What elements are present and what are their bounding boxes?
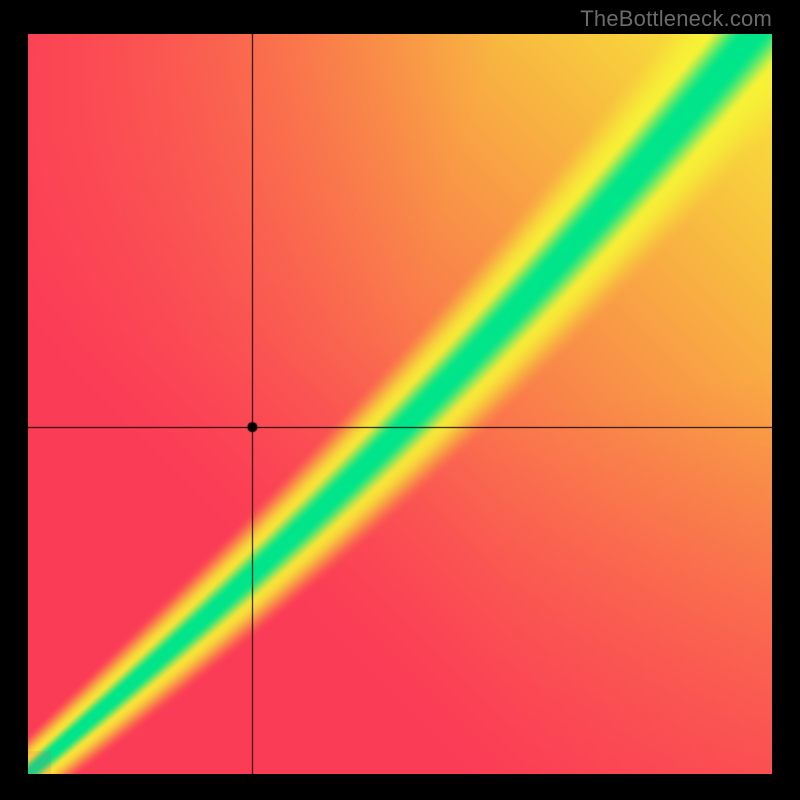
chart-container: TheBottleneck.com (0, 0, 800, 800)
bottleneck-heatmap-canvas (28, 34, 772, 774)
watermark-text: TheBottleneck.com (580, 6, 772, 32)
plot-area (28, 34, 772, 774)
